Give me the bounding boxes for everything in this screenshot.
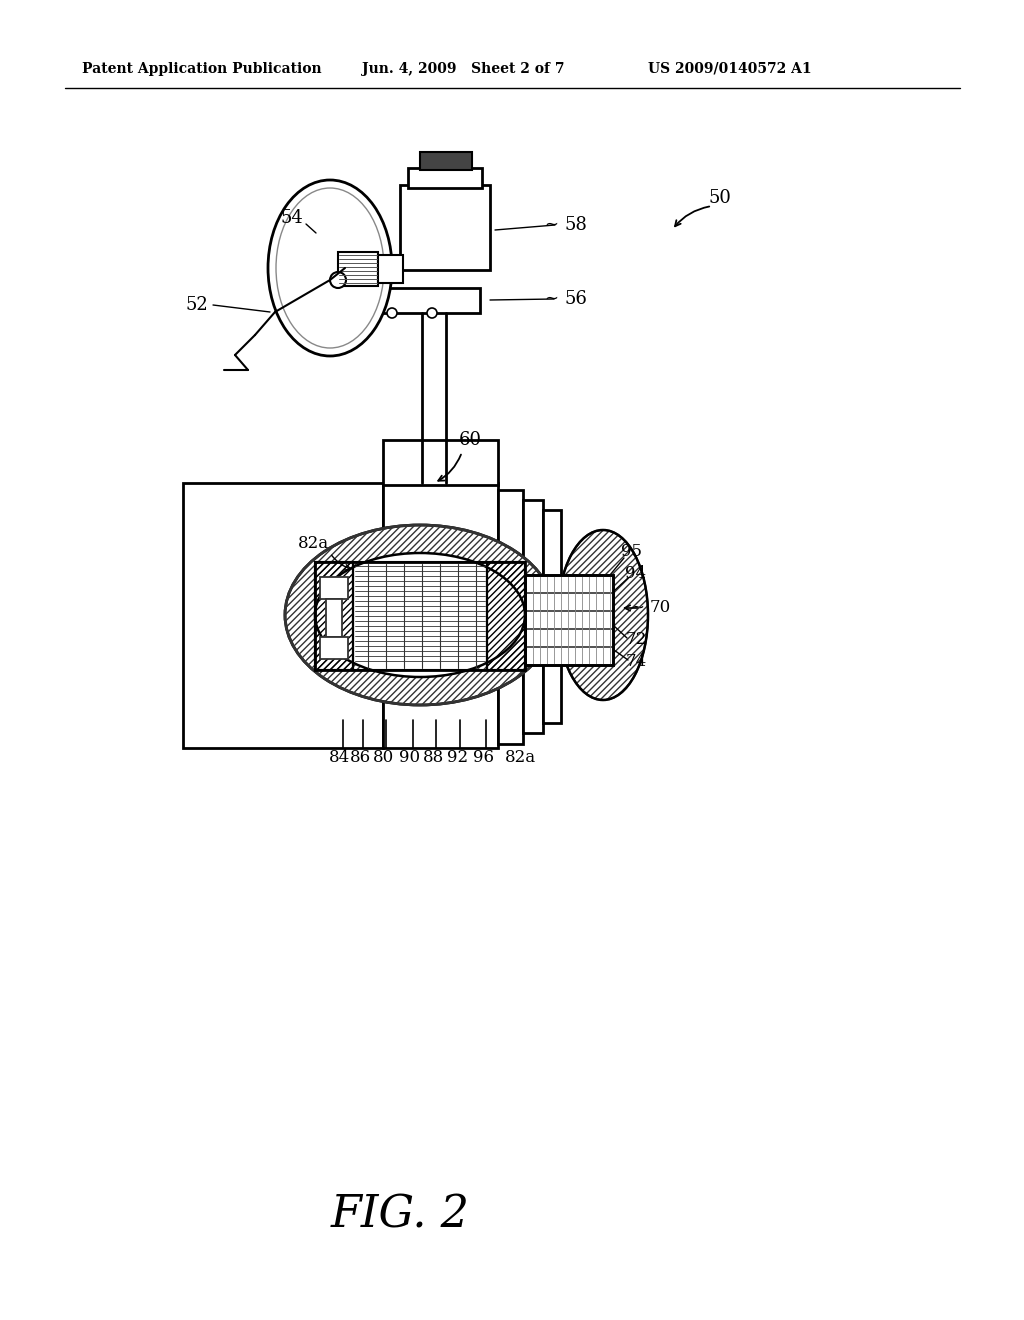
Text: FIG. 2: FIG. 2: [331, 1193, 469, 1237]
Text: 92: 92: [447, 750, 469, 767]
Bar: [315, 562, 525, 671]
Text: ~: ~: [544, 290, 558, 308]
Text: 70: 70: [650, 599, 672, 616]
Text: 72: 72: [626, 631, 646, 648]
Text: 74: 74: [626, 653, 646, 671]
Text: 95: 95: [622, 544, 642, 561]
Bar: [326, 599, 342, 638]
Bar: [400, 185, 490, 271]
Bar: [383, 483, 498, 748]
Bar: [353, 562, 487, 671]
Circle shape: [427, 308, 437, 318]
Bar: [383, 440, 498, 484]
Bar: [315, 562, 353, 671]
Text: 60: 60: [459, 432, 481, 449]
Text: 56: 56: [564, 290, 587, 308]
Text: 86: 86: [349, 750, 371, 767]
Text: Patent Application Publication: Patent Application Publication: [82, 62, 322, 77]
Circle shape: [330, 272, 346, 288]
Bar: [420, 152, 472, 170]
Bar: [487, 562, 525, 671]
Ellipse shape: [268, 180, 392, 356]
Circle shape: [387, 308, 397, 318]
Bar: [523, 500, 543, 733]
Text: 88: 88: [423, 750, 444, 767]
Text: 84: 84: [330, 750, 350, 767]
Text: 82a: 82a: [297, 535, 329, 552]
Text: 82a: 82a: [505, 750, 536, 767]
Text: 52: 52: [185, 296, 208, 314]
Text: 94: 94: [626, 565, 646, 582]
Text: 80: 80: [373, 750, 393, 767]
Bar: [183, 483, 383, 748]
Text: 58: 58: [564, 216, 587, 234]
Text: 54: 54: [281, 209, 303, 227]
Text: ~: ~: [544, 216, 558, 234]
Bar: [498, 490, 523, 744]
Bar: [543, 510, 561, 723]
Bar: [525, 576, 613, 665]
Bar: [338, 252, 378, 286]
Text: 50: 50: [709, 189, 731, 207]
Ellipse shape: [315, 553, 525, 677]
Text: ~: ~: [630, 599, 644, 616]
Bar: [408, 168, 482, 187]
Ellipse shape: [285, 525, 555, 705]
Text: Jun. 4, 2009   Sheet 2 of 7: Jun. 4, 2009 Sheet 2 of 7: [362, 62, 564, 77]
Bar: [315, 562, 353, 671]
Bar: [319, 577, 348, 599]
Bar: [487, 562, 525, 671]
Bar: [319, 638, 348, 659]
Text: 90: 90: [399, 750, 421, 767]
Bar: [372, 288, 480, 313]
Bar: [525, 576, 613, 665]
Bar: [378, 255, 403, 282]
Text: 96: 96: [473, 750, 495, 767]
Text: US 2009/0140572 A1: US 2009/0140572 A1: [648, 62, 812, 77]
